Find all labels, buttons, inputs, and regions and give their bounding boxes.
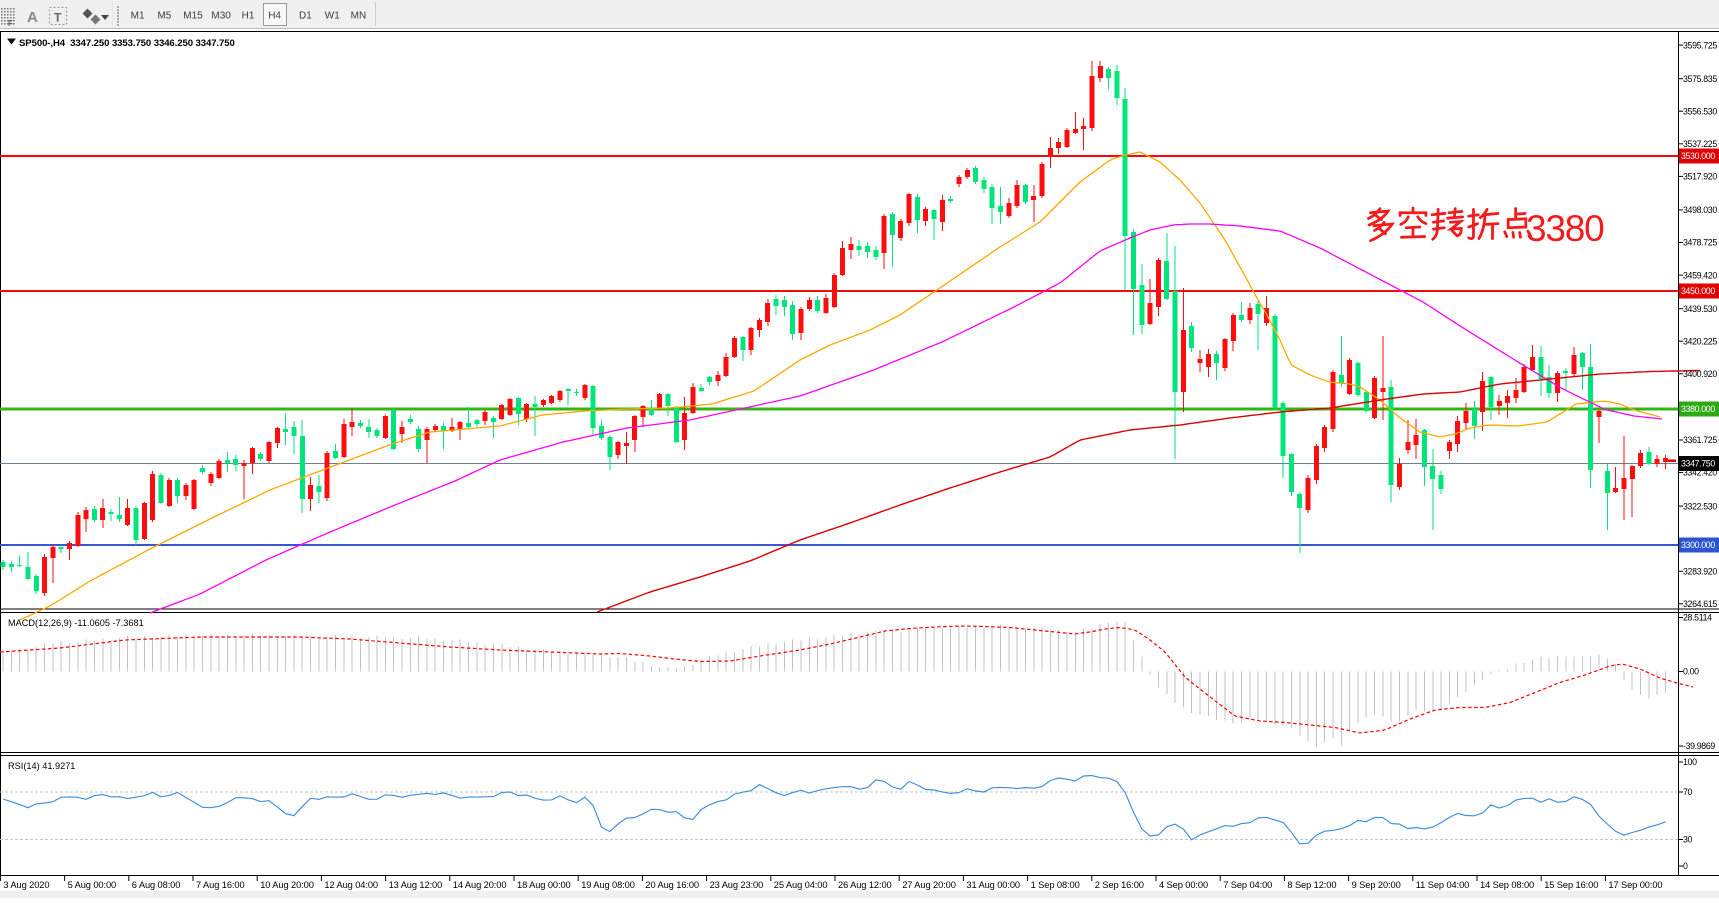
svg-text:T: T bbox=[54, 11, 62, 25]
svg-text:3347.750: 3347.750 bbox=[1681, 459, 1715, 469]
svg-text:17 Sep 00:00: 17 Sep 00:00 bbox=[1608, 880, 1662, 890]
svg-text:14 Sep 08:00: 14 Sep 08:00 bbox=[1480, 880, 1534, 890]
svg-text:RSI(14) 41.9271: RSI(14) 41.9271 bbox=[8, 761, 75, 771]
svg-text:3283.920: 3283.920 bbox=[1683, 567, 1717, 577]
svg-text:100: 100 bbox=[1683, 757, 1697, 767]
svg-text:3300.000: 3300.000 bbox=[1681, 540, 1715, 550]
svg-text:3 Aug 2020: 3 Aug 2020 bbox=[3, 880, 49, 890]
svg-text:D1: D1 bbox=[299, 11, 312, 22]
svg-text:19 Aug 08:00: 19 Aug 08:00 bbox=[581, 880, 635, 890]
svg-text:8 Sep 12:00: 8 Sep 12:00 bbox=[1287, 880, 1336, 890]
svg-text:10 Aug 20:00: 10 Aug 20:00 bbox=[260, 880, 314, 890]
svg-text:23 Aug 23:00: 23 Aug 23:00 bbox=[710, 880, 764, 890]
svg-text:3380.000: 3380.000 bbox=[1681, 404, 1715, 414]
svg-text:3322.530: 3322.530 bbox=[1683, 501, 1717, 511]
svg-text:H4: H4 bbox=[268, 11, 281, 22]
svg-text:28.5114: 28.5114 bbox=[1683, 613, 1712, 623]
svg-text:F: F bbox=[8, 19, 13, 28]
svg-text:3530.000: 3530.000 bbox=[1681, 151, 1715, 161]
svg-text:3450.000: 3450.000 bbox=[1681, 286, 1715, 296]
svg-text:13 Aug 12:00: 13 Aug 12:00 bbox=[389, 880, 443, 890]
svg-text:3439.530: 3439.530 bbox=[1683, 304, 1717, 314]
svg-text:18 Aug 00:00: 18 Aug 00:00 bbox=[517, 880, 571, 890]
svg-text:MN: MN bbox=[351, 11, 367, 22]
svg-text:3420.225: 3420.225 bbox=[1683, 336, 1717, 346]
svg-text:2 Sep 16:00: 2 Sep 16:00 bbox=[1095, 880, 1144, 890]
svg-text:4 Sep 00:00: 4 Sep 00:00 bbox=[1159, 880, 1208, 890]
svg-text:20 Aug 16:00: 20 Aug 16:00 bbox=[645, 880, 699, 890]
svg-text:3380: 3380 bbox=[1526, 208, 1604, 249]
svg-text:70: 70 bbox=[1683, 787, 1693, 797]
svg-text:3498.030: 3498.030 bbox=[1683, 205, 1717, 215]
svg-text:3478.725: 3478.725 bbox=[1683, 238, 1717, 248]
svg-text:25 Aug 04:00: 25 Aug 04:00 bbox=[774, 880, 828, 890]
svg-text:A: A bbox=[27, 9, 38, 26]
svg-text:3459.420: 3459.420 bbox=[1683, 270, 1717, 280]
svg-text:M5: M5 bbox=[157, 11, 171, 22]
svg-text:3595.725: 3595.725 bbox=[1683, 40, 1717, 50]
svg-text:M30: M30 bbox=[211, 11, 231, 22]
svg-text:1 Sep 08:00: 1 Sep 08:00 bbox=[1031, 880, 1080, 890]
svg-text:3400.920: 3400.920 bbox=[1683, 369, 1717, 379]
svg-text:0: 0 bbox=[1683, 861, 1688, 871]
svg-text:M15: M15 bbox=[183, 11, 203, 22]
svg-text:31 Aug 00:00: 31 Aug 00:00 bbox=[966, 880, 1020, 890]
svg-text:7 Aug 16:00: 7 Aug 16:00 bbox=[196, 880, 245, 890]
svg-text:30: 30 bbox=[1683, 835, 1693, 845]
svg-text:MACD(12,26,9) -11.0605 -7.3681: MACD(12,26,9) -11.0605 -7.3681 bbox=[8, 618, 144, 628]
svg-text:3342.420: 3342.420 bbox=[1683, 468, 1717, 478]
svg-text:11 Sep 04:00: 11 Sep 04:00 bbox=[1416, 880, 1469, 890]
svg-text:15 Sep 16:00: 15 Sep 16:00 bbox=[1544, 880, 1598, 890]
svg-text:12 Aug 04:00: 12 Aug 04:00 bbox=[324, 880, 378, 890]
svg-text:7 Sep 04:00: 7 Sep 04:00 bbox=[1223, 880, 1272, 890]
svg-text:SP500-,H4 3347.250 3353.750 3: SP500-,H4 3347.250 3353.750 3346.250 334… bbox=[19, 38, 235, 49]
svg-text:M1: M1 bbox=[131, 11, 145, 22]
svg-text:9 Sep 20:00: 9 Sep 20:00 bbox=[1352, 880, 1401, 890]
svg-text:3556.530: 3556.530 bbox=[1683, 106, 1717, 116]
svg-text:5 Aug 00:00: 5 Aug 00:00 bbox=[68, 880, 117, 890]
svg-text:6 Aug 08:00: 6 Aug 08:00 bbox=[132, 880, 181, 890]
svg-text:3264.615: 3264.615 bbox=[1683, 599, 1717, 609]
svg-text:3517.920: 3517.920 bbox=[1683, 172, 1717, 182]
svg-text:27 Aug 20:00: 27 Aug 20:00 bbox=[902, 880, 956, 890]
svg-text:3537.225: 3537.225 bbox=[1683, 139, 1717, 149]
svg-text:14 Aug 20:00: 14 Aug 20:00 bbox=[453, 880, 507, 890]
svg-text:3361.725: 3361.725 bbox=[1683, 435, 1717, 445]
svg-text:-39.9869: -39.9869 bbox=[1683, 741, 1715, 751]
svg-text:W1: W1 bbox=[325, 11, 340, 22]
svg-text:26 Aug 12:00: 26 Aug 12:00 bbox=[838, 880, 892, 890]
svg-text:0.00: 0.00 bbox=[1683, 667, 1699, 677]
svg-text:3575.835: 3575.835 bbox=[1683, 74, 1717, 84]
svg-text:H1: H1 bbox=[242, 11, 255, 22]
